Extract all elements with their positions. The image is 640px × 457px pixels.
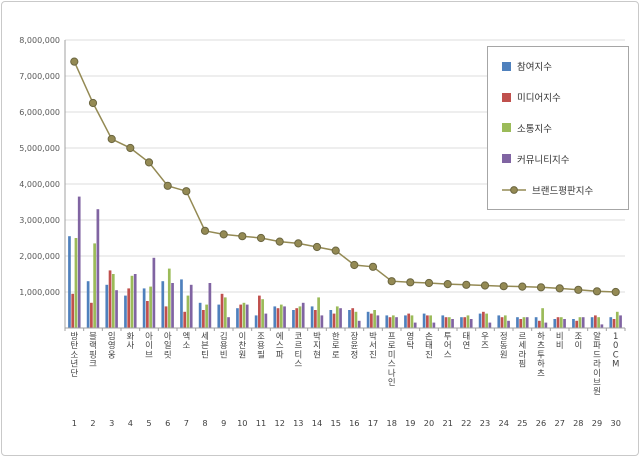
legend-item-media: 미디어지수 [502,90,628,104]
x-axis-labels: 방 탄 소 년 단 블 랙 핑 크 임 영 웅 화 사 아 이 브 아 일 릿 엑 소 세 븐 틴 김 용 빈 이 찬 원 조 용 필 에 스 파 코 르 티… [70,331,619,396]
legend-item-community: 커뮤니티지수 [502,152,628,166]
svg-text:4: 4 [128,418,133,428]
svg-text:한로로: 한로로 [332,331,340,359]
svg-text:17: 17 [368,418,378,428]
communication-swatch-icon [502,123,511,133]
media-swatch-icon [502,92,511,102]
community-swatch-icon [502,154,511,164]
svg-text:1,000,000: 1,000,000 [19,288,60,297]
svg-text:조이: 조이 [574,331,582,350]
svg-text:5,000,000: 5,000,000 [19,144,60,153]
svg-text:25: 25 [517,418,527,428]
svg-text:이찬원: 이찬원 [238,331,246,359]
svg-text:세븐틴: 세븐틴 [201,331,209,359]
svg-text:21: 21 [442,418,452,428]
x-axis-ticks [64,328,626,331]
svg-text:임영웅: 임영웅 [108,331,116,359]
legend: 참여지수 미디어지수 소통지수 커뮤니티지수 브랜드평판지수 [487,46,629,210]
svg-text:정동원: 정동원 [500,331,508,359]
svg-text:24: 24 [498,418,508,428]
svg-text:3,000,000: 3,000,000 [19,216,60,225]
bar-series-2 [74,238,619,328]
svg-text:23: 23 [480,418,490,428]
svg-text:26: 26 [536,418,546,428]
legend-label: 소통지수 [517,123,552,135]
svg-text:3: 3 [109,418,114,428]
legend-label: 브랜드평판지수 [532,185,594,197]
participation-swatch-icon [502,61,511,71]
svg-text:장윤정: 장윤정 [350,331,358,359]
svg-text:아이브: 아이브 [145,331,153,359]
reputation-line-markers [70,57,620,297]
legend-label: 참여지수 [517,62,552,74]
svg-text:6,000,000: 6,000,000 [19,108,60,117]
svg-text:12: 12 [274,418,284,428]
svg-text:에스파: 에스파 [276,331,284,359]
svg-text:7: 7 [184,418,189,428]
svg-text:28: 28 [573,418,583,428]
svg-text:9: 9 [221,418,226,428]
bar-series-3 [77,196,622,328]
legend-label: 커뮤니티지수 [517,154,570,166]
x-axis-ranks: 1 2 3 4 5 6 7 8 9 10 11 12 13 14 15 16 17 18 19 20 21 22 23 24 2… [72,418,621,428]
svg-text:김용빈: 김용빈 [220,331,228,359]
svg-text:6: 6 [165,418,170,428]
svg-text:10: 10 [237,418,247,428]
svg-text:박서진: 박서진 [369,331,377,359]
svg-text:1: 1 [72,418,77,428]
svg-text:태연: 태연 [462,331,470,350]
svg-text:2: 2 [90,418,95,428]
svg-text:8: 8 [202,418,207,428]
svg-text:우즈: 우즈 [481,331,489,350]
bar-series-1 [71,270,616,328]
svg-text:아일릿: 아일릿 [164,331,172,359]
svg-text:30: 30 [610,418,620,428]
svg-text:조용필: 조용필 [257,331,265,359]
svg-text:8,000,000: 8,000,000 [19,36,60,45]
svg-text:4,000,000: 4,000,000 [19,180,60,189]
brand-reputation-line-marker-icon [502,185,526,195]
bar-series-0 [68,236,613,328]
svg-text:15: 15 [330,418,340,428]
svg-text:2,000,000: 2,000,000 [19,252,60,261]
legend-item-brand-reputation: 브랜드평판지수 [502,183,628,197]
svg-text:5: 5 [146,418,151,428]
svg-text:29: 29 [592,418,602,428]
legend-item-communication: 소통지수 [502,121,628,135]
svg-text:19: 19 [405,418,415,428]
svg-text:영탁: 영탁 [406,331,414,350]
gridlines [65,39,625,293]
svg-text:18: 18 [386,418,396,428]
svg-text:20: 20 [424,418,434,428]
y-axis-labels: 1,000,000 2,000,000 3,000,000 4,000,000 5,00… [19,36,60,297]
svg-text:엑소: 엑소 [182,331,190,350]
svg-text:박지현: 박지현 [313,331,321,359]
svg-text:비비: 비비 [556,331,564,350]
svg-text:7,000,000: 7,000,000 [19,72,60,81]
svg-text:22: 22 [461,418,471,428]
svg-text:손태진: 손태진 [425,331,433,359]
svg-text:16: 16 [349,418,359,428]
svg-text:화사: 화사 [126,331,134,350]
svg-text:14: 14 [312,418,322,428]
svg-text:27: 27 [554,418,564,428]
legend-label: 미디어지수 [517,93,561,105]
svg-text:투어스: 투어스 [444,331,452,359]
svg-text:11: 11 [256,418,266,428]
legend-item-participation: 참여지수 [502,59,628,73]
svg-text:13: 13 [293,418,303,428]
